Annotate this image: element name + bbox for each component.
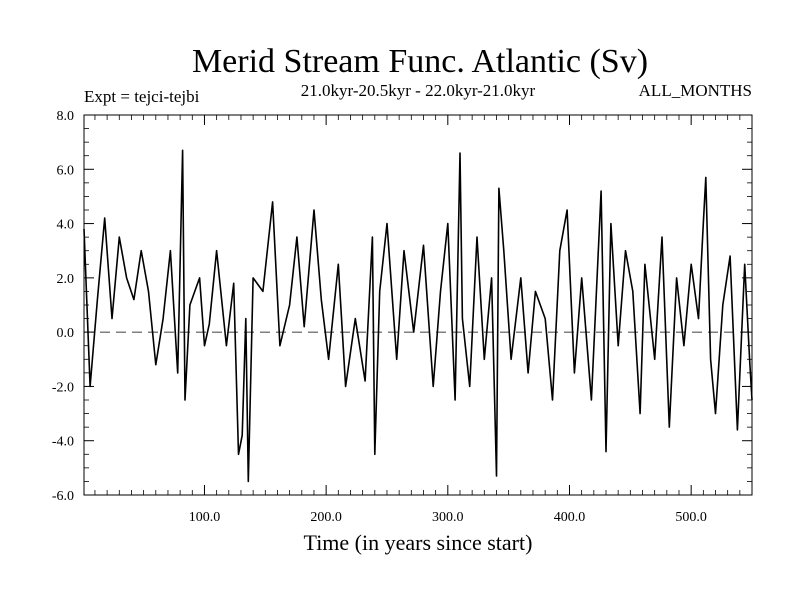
experiment-label: Expt = tejci-tejbi <box>84 87 200 106</box>
y-tick-label: -4.0 <box>52 435 74 450</box>
x-tick-label: 200.0 <box>310 510 342 525</box>
y-tick-label: 8.0 <box>57 109 75 124</box>
y-tick-label: -6.0 <box>52 489 74 504</box>
x-axis: 100.0 200.0 300.0 400.0 500.0 <box>94 115 753 525</box>
chart-title: Merid Stream Func. Atlantic (Sv) <box>192 43 648 80</box>
x-axis-label: Time (in years since start) <box>304 530 533 555</box>
period-label: 21.0kyr-20.5kyr - 22.0kyr-21.0kyr <box>301 81 536 100</box>
y-tick-label: 6.0 <box>57 163 75 178</box>
x-tick-label: 500.0 <box>675 510 707 525</box>
y-tick-label: -2.0 <box>52 380 74 395</box>
series-line <box>83 149 753 483</box>
y-tick-label: 2.0 <box>57 272 75 287</box>
y-tick-label: 0.0 <box>57 326 75 341</box>
x-tick-label: 400.0 <box>554 510 586 525</box>
y-tick-label: 4.0 <box>57 218 75 233</box>
x-tick-label: 100.0 <box>189 510 221 525</box>
y-axis: 8.0 6.0 4.0 2.0 0.0 -2.0 -4.0 -6.0 <box>52 109 752 504</box>
months-label: ALL_MONTHS <box>639 81 752 100</box>
x-tick-label: 300.0 <box>432 510 464 525</box>
